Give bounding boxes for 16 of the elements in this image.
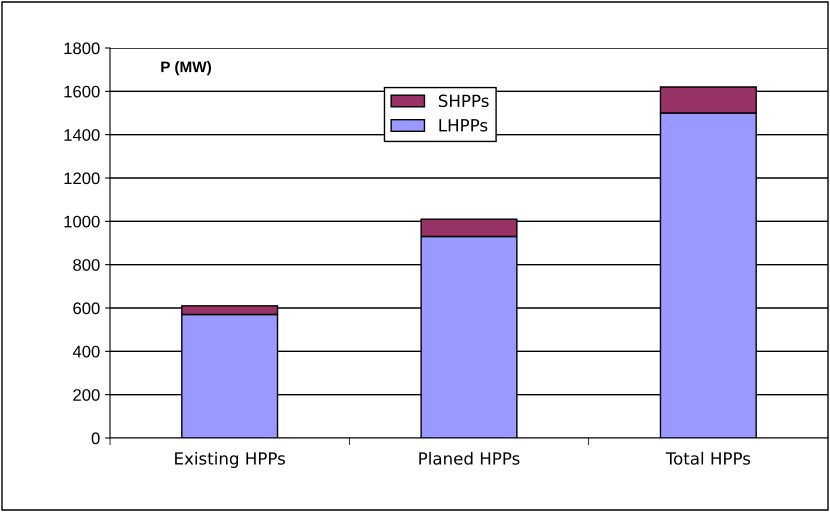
legend-label: SHPPs: [438, 94, 489, 108]
x-tick-label: Total HPPs: [666, 452, 750, 465]
y-tick-label: 200: [73, 389, 100, 401]
y-tick-label: 1400: [64, 129, 100, 141]
legend-label: LHPPs: [439, 119, 488, 132]
x-tick-label: Planed HPPs: [419, 452, 520, 465]
y-tick-label: 800: [73, 259, 100, 271]
y-tick-label: 1800: [64, 42, 100, 54]
y-axis-title: P (MW): [161, 61, 211, 76]
x-tick-label: Existing HPPs: [175, 452, 286, 468]
y-tick-label: 600: [73, 302, 100, 314]
y-tick-label: 1000: [64, 216, 100, 228]
y-tick-label: 0: [92, 432, 100, 444]
y-tick-label: 1600: [64, 86, 100, 98]
y-tick-label: 1200: [64, 172, 100, 184]
y-tick-label: 400: [72, 346, 100, 358]
